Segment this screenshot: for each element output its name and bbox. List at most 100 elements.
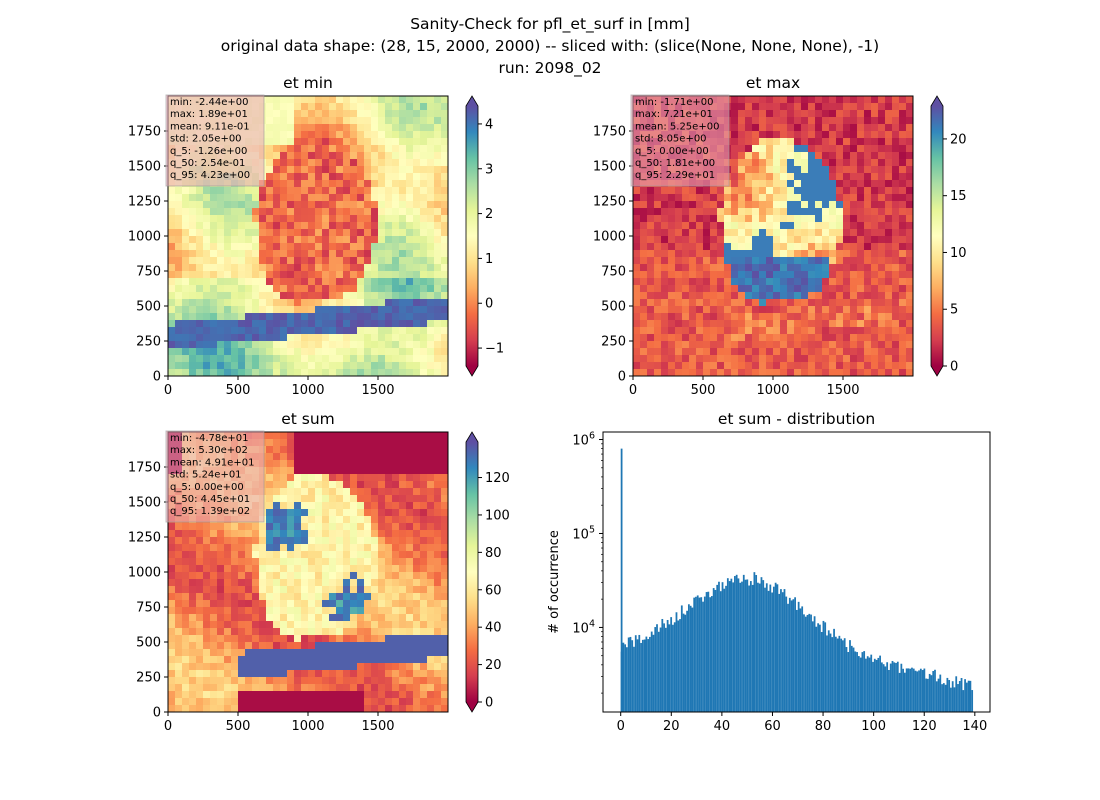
histogram-bar — [861, 652, 864, 712]
histogram-bar — [654, 627, 657, 712]
histogram-bar — [834, 636, 837, 712]
histogram-bar — [686, 610, 688, 712]
histogram-bar — [781, 592, 784, 712]
histogram-bar — [765, 583, 768, 712]
y-tick-label: 0 — [153, 706, 161, 721]
x-tick-label: 60 — [764, 719, 781, 734]
histogram-bar — [863, 651, 866, 712]
stats-line: q_5: 0.00e+00 — [170, 482, 244, 493]
x-tick-label: 80 — [815, 719, 832, 734]
histogram-bar — [843, 638, 846, 712]
histogram-bar — [641, 639, 644, 712]
histogram-bar — [808, 613, 811, 712]
histogram-bar — [652, 634, 655, 712]
y-tick-label: 1000 — [128, 230, 161, 245]
histogram-bar — [859, 657, 862, 712]
colorbar: 0 20 40 60 80 100 120 — [465, 431, 510, 713]
histogram-bar — [964, 679, 966, 712]
histogram-bar — [742, 574, 745, 712]
histogram-bar — [817, 623, 820, 712]
histogram-bar — [870, 654, 873, 712]
histogram-bar — [873, 658, 876, 712]
x-tick-label: 1500 — [361, 719, 394, 734]
histogram-bar — [925, 678, 928, 712]
histogram-bar — [719, 591, 722, 712]
x-tick-label: 1500 — [361, 383, 394, 398]
histogram-bar — [868, 657, 871, 712]
x-tick-label: 0 — [617, 719, 625, 734]
histogram-bar — [935, 681, 938, 712]
histogram-bar — [907, 668, 910, 712]
histogram-bar — [806, 614, 809, 712]
histogram-bar — [627, 637, 630, 712]
x-tick-label: 40 — [714, 719, 731, 734]
histogram-bar — [896, 661, 899, 712]
stats-line: min: -2.44e+00 — [170, 97, 249, 108]
stats-line: std: 8.05e+00 — [635, 134, 707, 145]
y-tick-label: 1250 — [128, 531, 161, 546]
colorbar-extend-min — [931, 366, 943, 376]
histogram-bar — [911, 667, 913, 712]
histogram-bar — [872, 661, 874, 712]
histogram-bar — [847, 652, 850, 712]
stats-line: std: 5.24e+01 — [170, 470, 242, 481]
histogram-bar — [888, 670, 890, 712]
y-tick-label: 500 — [601, 300, 626, 315]
histogram-bar — [636, 639, 639, 712]
histogram-bar — [721, 582, 724, 712]
y-tick-label: 500 — [136, 300, 161, 315]
histogram-bar — [622, 642, 625, 712]
y-tick-label: 500 — [136, 636, 161, 651]
histogram-bar — [904, 672, 906, 712]
histogram-bar — [629, 636, 632, 712]
x-tick-label: 20 — [663, 719, 680, 734]
histogram-bar — [705, 592, 708, 712]
histogram-bar — [815, 626, 818, 712]
colorbar-tick-label: 100 — [485, 508, 510, 523]
histogram-bar — [783, 589, 786, 712]
y-tick-label: 750 — [136, 265, 161, 280]
histogram-bar — [634, 635, 637, 712]
histogram-bar — [884, 666, 887, 712]
histogram-bar — [826, 635, 828, 712]
histogram-bar — [633, 646, 635, 712]
y-tick-label: 1500 — [128, 160, 161, 175]
histogram-bar — [711, 596, 713, 712]
histogram-bar — [902, 668, 904, 712]
histogram-bar — [794, 597, 796, 712]
histogram-bar — [912, 668, 915, 712]
histogram-bar — [836, 638, 839, 712]
histogram-bar — [960, 678, 963, 712]
histogram-bar — [776, 584, 779, 712]
histogram-bar — [739, 582, 742, 712]
histogram-bar — [726, 578, 729, 712]
y-tick-label: 1250 — [128, 195, 161, 210]
histogram-bar — [675, 612, 678, 712]
histogram-bar — [944, 684, 947, 712]
stats-line: mean: 5.25e+00 — [635, 121, 719, 132]
stats-line: q_50: 1.81e+00 — [635, 158, 715, 169]
histogram-bar — [946, 677, 949, 712]
stats-line: q_95: 2.29e+01 — [635, 170, 715, 181]
histogram-bar — [918, 670, 920, 712]
y-tick-label: 1000 — [593, 230, 626, 245]
histogram-bar — [824, 622, 827, 712]
stats-line: q_50: 4.45e+01 — [170, 494, 250, 505]
histogram-bar — [643, 639, 646, 712]
histogram-bar — [856, 652, 858, 712]
histogram-bar — [916, 671, 919, 712]
histogram-bar — [626, 647, 628, 712]
histogram-bar — [842, 640, 844, 712]
histogram-bar — [795, 609, 798, 712]
histogram-bar — [898, 672, 901, 712]
x-tick-label: 0 — [164, 719, 172, 734]
colorbar: −1 0 1 2 3 4 — [465, 95, 504, 377]
stats-line: std: 2.05e+00 — [170, 134, 242, 145]
histogram-bar — [879, 655, 881, 712]
histogram-bar — [723, 588, 726, 712]
stats-line: mean: 9.11e-01 — [170, 121, 250, 132]
colorbar-tick-label: 15 — [950, 189, 967, 204]
colorbar-tick-label: 3 — [485, 162, 493, 177]
colorbar-tick-label: 0 — [485, 297, 493, 312]
histogram-bar — [670, 617, 673, 712]
